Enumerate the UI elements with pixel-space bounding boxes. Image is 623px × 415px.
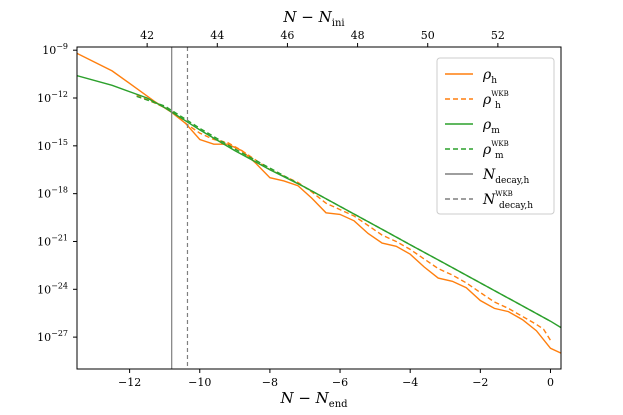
legend-item-1: ρWKB h <box>445 90 509 111</box>
x2-tick-label-0: 42 <box>140 29 154 42</box>
legend-label-4: Ndecay,h <box>482 167 529 186</box>
legend-item-4: Ndecay,h <box>445 167 529 186</box>
x2-axis-title: N − Nini <box>282 8 344 29</box>
series-line-1 <box>136 94 552 341</box>
legend-box <box>436 57 555 215</box>
legend-label-2: ρm <box>482 117 500 136</box>
x2-tick-label-1: 44 <box>210 29 224 42</box>
y-tick-label-5: 10−24 <box>37 281 68 296</box>
legend: ρh ρWKB h ρm ρWKB m Ndecay,h NWKB decay,h <box>436 57 555 215</box>
y-tick-label-0: 10−9 <box>42 42 68 57</box>
x2-tick-label-4: 50 <box>421 29 435 42</box>
y-tick-label-6: 10−27 <box>37 329 68 344</box>
axis-titles: N − Nend N − Nini <box>279 8 348 410</box>
vline-layer <box>171 47 189 369</box>
x-tick-label-1: −10 <box>188 376 211 389</box>
x-tick-label-6: 0 <box>547 376 554 389</box>
legend-label-1: ρWKB h <box>482 90 509 111</box>
x-axis-title: N − Nend <box>279 389 348 410</box>
x2-tick-label-2: 46 <box>280 29 294 42</box>
x2-tick-label-3: 48 <box>351 29 365 42</box>
plot-frame <box>76 46 562 370</box>
legend-item-0: ρh <box>445 67 497 86</box>
legend-item-2: ρm <box>445 117 500 136</box>
legend-item-5: NWKB decay,h <box>445 190 533 211</box>
series-line-0 <box>77 52 561 354</box>
series-layer <box>77 52 561 354</box>
legend-label-3: ρWKB m <box>482 140 509 161</box>
x-tick-label-2: −8 <box>262 376 278 389</box>
series-line-3 <box>136 95 551 322</box>
y-tick-label-1: 10−12 <box>37 90 68 105</box>
legend-label-0: ρh <box>482 67 497 86</box>
y-tick-label-2: 10−15 <box>37 138 68 153</box>
x-tick-label-3: −6 <box>332 376 348 389</box>
x-tick-label-0: −12 <box>118 376 141 389</box>
y-tick-label-3: 10−18 <box>37 186 68 201</box>
x-tick-label-4: −4 <box>402 376 418 389</box>
legend-item-3: ρWKB m <box>445 140 509 161</box>
y-tick-label-4: 10−21 <box>37 233 68 248</box>
x-tick-label-5: −2 <box>472 376 488 389</box>
ticks-layer: −12 −10 −8 −6 −4 −2 0 42 44 46 48 50 52 10−9 10−12 10−1… <box>37 29 554 389</box>
x2-tick-label-5: 52 <box>491 29 505 42</box>
legend-label-5: NWKB decay,h <box>482 190 533 211</box>
